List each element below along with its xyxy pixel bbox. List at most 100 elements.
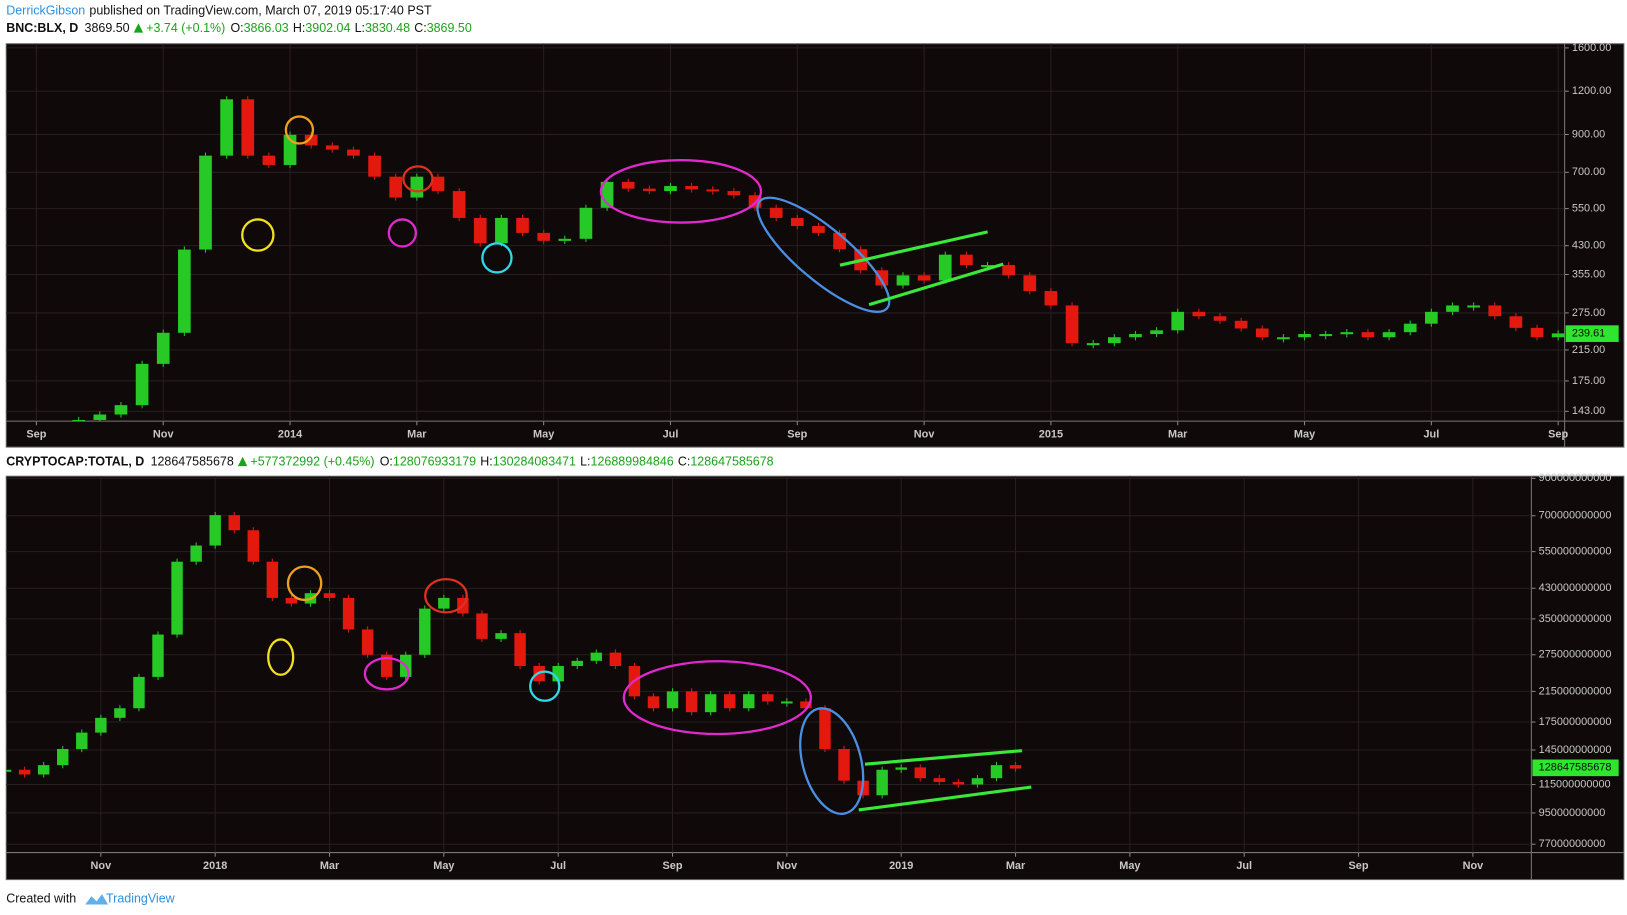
chart-bottom: 77000000000 95000000000 115000000000 145000… bbox=[6, 472, 1624, 880]
candle bbox=[621, 181, 635, 189]
candle bbox=[819, 708, 831, 749]
ohlc-label: C: bbox=[414, 21, 426, 35]
candle bbox=[156, 332, 170, 364]
candle bbox=[495, 217, 508, 244]
candle bbox=[76, 732, 88, 749]
candle bbox=[1044, 291, 1058, 306]
drop-ellipse bbox=[799, 707, 865, 815]
candle bbox=[1340, 332, 1354, 335]
footer: Created with bbox=[6, 892, 76, 906]
candle bbox=[410, 176, 424, 198]
annotations-bottom bbox=[267, 565, 1032, 815]
author[interactable]: DerrickGibson bbox=[6, 4, 85, 18]
candle bbox=[1467, 305, 1480, 308]
candle bbox=[723, 694, 736, 709]
candle bbox=[1361, 332, 1375, 338]
candle bbox=[1065, 305, 1079, 344]
y-tick-label: 77000000000 bbox=[1539, 838, 1606, 850]
y-tick-label: 115000000000 bbox=[1539, 778, 1611, 790]
candle bbox=[1425, 311, 1438, 324]
y-tick-label: 1600.00 bbox=[1572, 42, 1611, 54]
ohlc-value: 128647585678 bbox=[690, 455, 773, 469]
candle bbox=[1551, 333, 1565, 338]
ohlc-label: O: bbox=[380, 455, 393, 469]
circle bbox=[286, 565, 323, 602]
x-tick-label: Nov bbox=[914, 429, 936, 441]
x-tick-label: Jul bbox=[550, 860, 566, 872]
y-tick-label: 143.00 bbox=[1572, 405, 1605, 417]
y-tick-label: 145000000000 bbox=[1539, 744, 1612, 756]
y-tick-label: 430000000000 bbox=[1539, 582, 1612, 594]
y-tick-label: 550000000000 bbox=[1539, 546, 1612, 558]
candle bbox=[190, 545, 202, 562]
brand[interactable]: TradingView bbox=[106, 892, 176, 906]
candle bbox=[838, 748, 850, 781]
up-arrow bbox=[133, 23, 144, 33]
candle bbox=[368, 155, 381, 177]
candle bbox=[895, 767, 907, 770]
price-label: 239.61 bbox=[1572, 328, 1605, 340]
candle bbox=[389, 176, 403, 198]
y-tick-label: 275.00 bbox=[1572, 307, 1605, 319]
x-tick-label: Mar bbox=[320, 860, 340, 872]
candle bbox=[495, 633, 507, 639]
candle bbox=[178, 249, 191, 333]
candle bbox=[762, 694, 774, 702]
candle bbox=[135, 363, 149, 406]
candle bbox=[152, 634, 164, 677]
candle bbox=[1234, 320, 1248, 329]
ohlc-value: 3830.48 bbox=[365, 21, 410, 35]
candle bbox=[220, 99, 233, 156]
circle bbox=[402, 165, 434, 193]
trendline bbox=[864, 749, 1023, 766]
range-ellipse bbox=[622, 660, 813, 736]
change: +3.74 (+0.1%) bbox=[146, 21, 225, 35]
candle bbox=[114, 708, 126, 718]
x-tick-label: Mar bbox=[1168, 429, 1188, 441]
candle bbox=[1192, 311, 1206, 317]
candle bbox=[1530, 327, 1544, 338]
x-tick-label: May bbox=[533, 429, 554, 441]
candle bbox=[209, 515, 221, 546]
published: published on TradingView.com, March 07, … bbox=[89, 4, 432, 18]
candle bbox=[431, 176, 445, 192]
candle bbox=[537, 232, 551, 241]
x-tick-label: Sep bbox=[787, 429, 807, 441]
candle bbox=[643, 188, 656, 192]
y-tick-label: 430.00 bbox=[1572, 240, 1605, 252]
ohlc-value: 130284083471 bbox=[493, 455, 576, 469]
x-tick-label: Nov bbox=[777, 860, 799, 872]
candle bbox=[960, 254, 973, 266]
y-tick-label: 215.00 bbox=[1572, 344, 1605, 356]
candle bbox=[704, 694, 717, 713]
candle bbox=[1086, 343, 1100, 346]
candle bbox=[72, 419, 86, 422]
x-tick-label: Sep bbox=[663, 860, 683, 872]
ohlc-value: 3902.04 bbox=[305, 21, 350, 35]
candle bbox=[1009, 765, 1022, 769]
x-tick-label: May bbox=[1119, 860, 1140, 872]
trendline bbox=[868, 262, 1004, 307]
x-tick-label: Jul bbox=[1423, 429, 1439, 441]
up-arrow bbox=[237, 456, 248, 467]
candle bbox=[514, 633, 526, 667]
candle bbox=[241, 99, 255, 156]
candle bbox=[476, 613, 488, 639]
circle bbox=[481, 242, 513, 274]
circle bbox=[387, 218, 417, 248]
circle bbox=[284, 115, 315, 145]
candle bbox=[933, 778, 946, 782]
ohlc-label: C: bbox=[678, 455, 690, 469]
candle bbox=[812, 225, 825, 233]
ohlc-value: 128076933179 bbox=[393, 455, 476, 469]
candle bbox=[473, 217, 487, 244]
candle bbox=[1129, 334, 1142, 338]
candle bbox=[171, 561, 183, 635]
candle bbox=[1213, 316, 1227, 321]
candle bbox=[304, 134, 318, 146]
candle bbox=[685, 186, 698, 190]
candle bbox=[1319, 334, 1333, 337]
x-tick-label: May bbox=[1294, 429, 1315, 441]
y-tick-label: 1200.00 bbox=[1572, 85, 1611, 97]
